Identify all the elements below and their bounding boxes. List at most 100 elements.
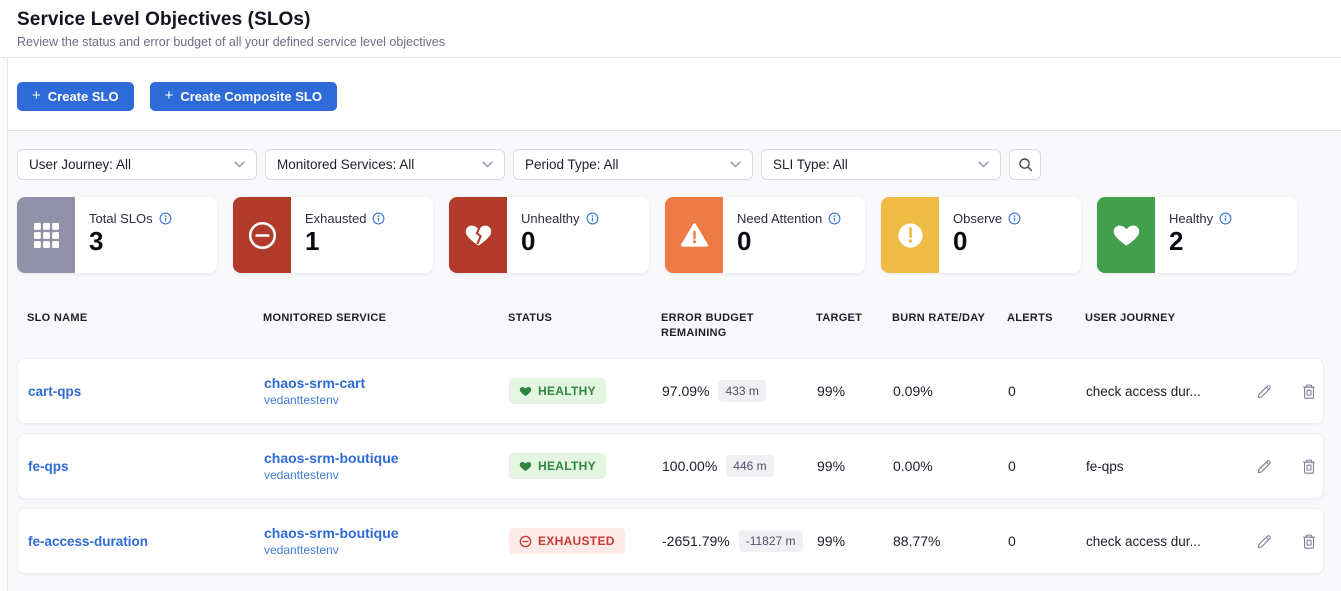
slo-table: cart-qps chaos-srm-cart vedanttestenv HE… bbox=[17, 358, 1324, 574]
status-badge: HEALTHY bbox=[509, 378, 606, 404]
main-content: User Journey: All Monitored Services: Al… bbox=[0, 132, 1341, 591]
column-header-alerts: ALERTS bbox=[1007, 312, 1053, 324]
column-header-burn-rate-day: BURN RATE/DAY bbox=[892, 312, 986, 324]
sli-type-filter[interactable]: SLI Type: All bbox=[761, 149, 1001, 180]
actions-band: + Create SLO + Create Composite SLO bbox=[0, 58, 1341, 131]
plus-icon: + bbox=[32, 87, 41, 104]
filter-label: Period Type: All bbox=[525, 157, 619, 172]
trash-icon bbox=[1301, 458, 1317, 475]
column-header-slo-name: SLO NAME bbox=[27, 312, 88, 324]
card-label: Observe bbox=[953, 211, 1003, 226]
user-journey-value: check access dur... bbox=[1086, 383, 1201, 399]
chevron-down-icon bbox=[730, 161, 741, 168]
edit-button[interactable] bbox=[1255, 382, 1273, 400]
delete-button[interactable] bbox=[1300, 457, 1318, 475]
table-header: SLO NAME MONITORED SERVICE STATUS ERROR BUD… bbox=[17, 311, 1324, 341]
card-value: 3 bbox=[89, 226, 104, 256]
monitored-service-link[interactable]: chaos-srm-boutique bbox=[264, 525, 399, 541]
user-journey-filter[interactable]: User Journey: All bbox=[17, 149, 257, 180]
pencil-icon bbox=[1256, 458, 1273, 475]
edit-button[interactable] bbox=[1255, 457, 1273, 475]
heart-small-icon bbox=[519, 385, 532, 398]
slo-name-link[interactable]: fe-access-duration bbox=[28, 533, 149, 549]
pencil-icon bbox=[1256, 383, 1273, 400]
slo-name-link[interactable]: fe-qps bbox=[28, 458, 69, 474]
alerts-count: 0 bbox=[1008, 533, 1016, 549]
summary-card-healthy[interactable]: Healthy 2 bbox=[1097, 197, 1297, 273]
summary-card-need-attention[interactable]: Need Attention 0 bbox=[665, 197, 865, 273]
monitored-service-link[interactable]: chaos-srm-cart bbox=[264, 375, 366, 391]
card-value: 0 bbox=[521, 226, 536, 256]
chevron-down-icon bbox=[482, 161, 493, 168]
card-value: 1 bbox=[305, 226, 320, 256]
filter-label: User Journey: All bbox=[29, 157, 132, 172]
info-icon[interactable] bbox=[159, 212, 172, 225]
summary-card-observe[interactable]: Observe 0 bbox=[881, 197, 1081, 273]
filter-label: Monitored Services: All bbox=[277, 157, 415, 172]
broken-heart-icon bbox=[464, 221, 493, 250]
error-budget-minutes-chip: 433 m bbox=[718, 380, 766, 402]
card-label: Healthy bbox=[1169, 211, 1214, 226]
summary-card-total-slos[interactable]: Total SLOs 3 bbox=[17, 197, 217, 273]
card-value: 2 bbox=[1169, 226, 1184, 256]
column-header-error-budget-remaining: ERROR BUDGET REMAINING bbox=[661, 312, 754, 339]
error-budget-remaining: 100.00% bbox=[662, 458, 718, 474]
column-header-user-journey: USER JOURNEY bbox=[1085, 312, 1176, 324]
table-row[interactable]: fe-qps chaos-srm-boutique vedanttestenv … bbox=[17, 433, 1324, 499]
delete-button[interactable] bbox=[1300, 382, 1318, 400]
heart-icon bbox=[1112, 221, 1141, 250]
error-budget-remaining: -2651.79% bbox=[662, 533, 730, 549]
environment-link[interactable]: vedanttestenv bbox=[264, 468, 339, 482]
panel-resize-gutter[interactable] bbox=[0, 58, 8, 591]
edit-button[interactable] bbox=[1255, 532, 1273, 550]
filter-label: SLI Type: All bbox=[773, 157, 848, 172]
table-row[interactable]: fe-access-duration chaos-srm-boutique ve… bbox=[17, 508, 1324, 574]
create-slo-button[interactable]: + Create SLO bbox=[17, 82, 134, 111]
create-composite-slo-label: Create Composite SLO bbox=[180, 89, 322, 104]
grid-icon bbox=[33, 222, 59, 248]
card-value: 0 bbox=[737, 226, 752, 256]
table-row[interactable]: cart-qps chaos-srm-cart vedanttestenv HE… bbox=[17, 358, 1324, 424]
alerts-count: 0 bbox=[1008, 383, 1016, 399]
column-header-target: TARGET bbox=[816, 312, 863, 324]
summary-card-exhausted[interactable]: Exhausted 1 bbox=[233, 197, 433, 273]
chevron-down-icon bbox=[978, 161, 989, 168]
info-icon[interactable] bbox=[828, 212, 841, 225]
delete-button[interactable] bbox=[1300, 532, 1318, 550]
page-title: Service Level Objectives (SLOs) bbox=[17, 9, 311, 30]
user-journey-value: fe-qps bbox=[1086, 458, 1124, 474]
summary-card-unhealthy[interactable]: Unhealthy 0 bbox=[449, 197, 649, 273]
card-label: Unhealthy bbox=[521, 211, 580, 226]
period-type-filter[interactable]: Period Type: All bbox=[513, 149, 753, 180]
minus-circle-small-icon bbox=[519, 535, 532, 548]
search-button[interactable] bbox=[1009, 149, 1041, 180]
info-icon[interactable] bbox=[1219, 212, 1232, 225]
exclamation-circle-icon bbox=[896, 221, 925, 250]
burn-rate-value: 0.09% bbox=[893, 383, 933, 399]
minus-circle-icon bbox=[247, 220, 278, 251]
search-icon bbox=[1018, 157, 1033, 172]
target-value: 99% bbox=[817, 533, 846, 549]
slo-name-link[interactable]: cart-qps bbox=[28, 383, 82, 399]
error-budget-minutes-chip: 446 m bbox=[726, 455, 774, 477]
create-composite-slo-button[interactable]: + Create Composite SLO bbox=[149, 82, 337, 111]
card-value: 0 bbox=[953, 226, 968, 256]
plus-icon: + bbox=[164, 87, 174, 104]
card-label: Exhausted bbox=[305, 211, 367, 226]
chevron-down-icon bbox=[234, 161, 245, 168]
monitored-service-link[interactable]: chaos-srm-boutique bbox=[264, 450, 399, 466]
info-icon[interactable] bbox=[586, 212, 599, 225]
info-icon[interactable] bbox=[372, 212, 385, 225]
trash-icon bbox=[1301, 383, 1317, 400]
burn-rate-value: 0.00% bbox=[893, 458, 933, 474]
column-header-monitored-service: MONITORED SERVICE bbox=[263, 312, 387, 324]
environment-link[interactable]: vedanttestenv bbox=[264, 393, 339, 407]
create-slo-label: Create SLO bbox=[47, 89, 119, 104]
card-label: Total SLOs bbox=[89, 211, 153, 226]
user-journey-value: check access dur... bbox=[1086, 533, 1201, 549]
monitored-services-filter[interactable]: Monitored Services: All bbox=[265, 149, 505, 180]
status-badge: HEALTHY bbox=[509, 453, 606, 479]
info-icon[interactable] bbox=[1008, 212, 1021, 225]
environment-link[interactable]: vedanttestenv bbox=[264, 543, 339, 557]
target-value: 99% bbox=[817, 458, 846, 474]
